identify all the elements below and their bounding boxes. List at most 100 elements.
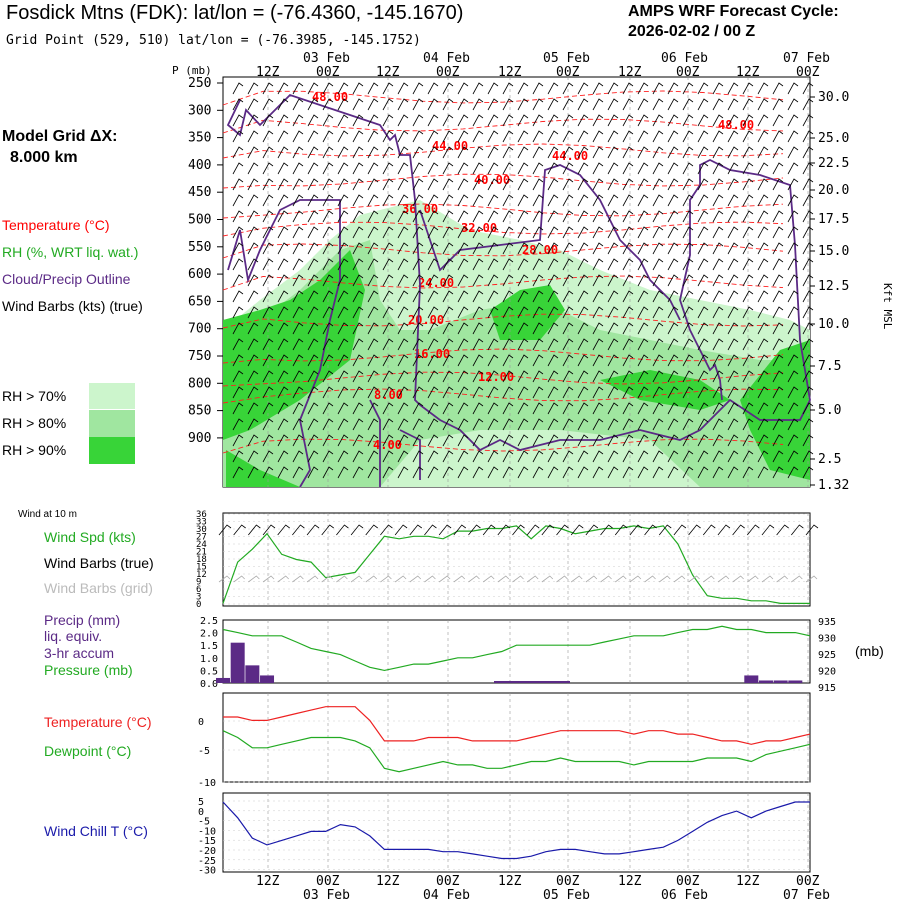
- wind-barb: [697, 386, 709, 399]
- wind-barb: [637, 178, 649, 191]
- wind-barb: [652, 130, 664, 143]
- wind-barb-true: [585, 524, 599, 536]
- wind-barb: [667, 322, 679, 335]
- wind-barb: [607, 466, 619, 479]
- wind-barb-true: [218, 524, 232, 536]
- wind-barb: [802, 386, 814, 399]
- temp-contour-9: [222, 348, 784, 364]
- wind-barb: [787, 162, 799, 175]
- wind-tick-label: 30: [196, 525, 207, 535]
- wind-barb: [247, 98, 259, 111]
- wind-barb: [712, 418, 724, 431]
- wind-barb: [382, 354, 394, 367]
- wind-barb: [307, 178, 319, 191]
- wind-barb: [547, 450, 559, 463]
- wind-barb: [517, 338, 529, 351]
- wind-barb: [697, 434, 709, 447]
- wind-barb: [532, 226, 544, 239]
- wind-barb: [637, 130, 649, 143]
- wind-barb: [742, 338, 754, 351]
- wind-barb: [367, 242, 379, 255]
- wind-barb: [712, 306, 724, 319]
- bottom-hour-label: 12Z: [256, 874, 280, 889]
- wind-barb: [547, 402, 559, 415]
- bottom-hour-label: 00Z: [796, 874, 820, 889]
- model-grid-value: 8.000 km: [10, 149, 78, 166]
- pressure-tick-label: 850: [188, 404, 211, 419]
- wind-barb: [517, 162, 529, 175]
- pressure-tick-label: 450: [188, 185, 211, 200]
- wind-barb: [727, 322, 739, 335]
- wind-barb: [667, 418, 679, 431]
- wind-barb: [247, 370, 259, 383]
- wind-barb: [682, 354, 694, 367]
- wind-barb: [802, 210, 814, 223]
- wind-barb-grid: [262, 575, 275, 583]
- wind-barb: [712, 338, 724, 351]
- wind-barb: [757, 98, 769, 111]
- wind-barb: [757, 354, 769, 367]
- wind-tick-label: 24: [196, 540, 207, 550]
- wind-barb: [262, 258, 274, 271]
- wind-barb: [562, 178, 574, 191]
- wind-barb: [667, 130, 679, 143]
- wind-barb: [277, 258, 289, 271]
- wind-barb: [592, 338, 604, 351]
- wind-barb: [352, 466, 364, 479]
- wind-barb: [772, 162, 784, 175]
- wind-barb: [697, 290, 709, 303]
- wind-barb: [787, 98, 799, 111]
- wind-barb-true: [629, 524, 643, 536]
- wind-barb: [337, 466, 349, 479]
- wind-barb: [637, 338, 649, 351]
- wind-barb: [652, 226, 664, 239]
- top-hour-label: 00Z: [316, 65, 340, 80]
- wind-barb: [712, 258, 724, 271]
- wind-barb: [322, 450, 334, 463]
- wind-barb: [742, 194, 754, 207]
- wind-barb: [382, 306, 394, 319]
- wind-barb: [502, 226, 514, 239]
- wind-barb: [532, 146, 544, 159]
- wind-barb: [562, 354, 574, 367]
- wind-barb: [772, 274, 784, 287]
- temp-contour-label: 12.00: [478, 370, 514, 384]
- windchill-tick-label: -25: [198, 856, 216, 867]
- wind-tick-label: 33: [196, 518, 207, 528]
- wind-barb: [457, 386, 469, 399]
- wind-barb: [322, 370, 334, 383]
- wind-barb: [397, 290, 409, 303]
- wind-barb: [337, 258, 349, 271]
- wind-barb: [352, 130, 364, 143]
- wind-barb: [562, 370, 574, 383]
- wind-barb: [262, 274, 274, 287]
- wind-barb: [262, 114, 274, 127]
- wind-barb: [502, 354, 514, 367]
- wind-barb: [472, 386, 484, 399]
- forecast-cycle-label: AMPS WRF Forecast Cycle:: [628, 3, 839, 20]
- wind-barb: [682, 242, 694, 255]
- wind-barb: [802, 194, 814, 207]
- wind-barb: [652, 418, 664, 431]
- wind-barb: [382, 338, 394, 351]
- wind-barb-true: [673, 524, 687, 536]
- wind-barb-true: [746, 524, 760, 536]
- wind-barb: [307, 306, 319, 319]
- wind-barb: [487, 290, 499, 303]
- wind-barb: [382, 226, 394, 239]
- precip-tick-label: 0.0: [200, 679, 218, 690]
- wind-barb: [517, 290, 529, 303]
- wind-barb: [577, 306, 589, 319]
- wind-barb: [682, 418, 694, 431]
- wind-barb: [667, 226, 679, 239]
- wind-barb-grid: [600, 575, 612, 583]
- wind-barb-grid: [791, 575, 803, 583]
- wind-barb: [592, 242, 604, 255]
- wind-barb-grid: [629, 575, 642, 583]
- wind-barb-grid: [218, 575, 231, 583]
- wind-barb: [637, 226, 649, 239]
- wind-barb: [802, 338, 814, 351]
- wind-barb: [757, 418, 769, 431]
- wind-barb: [367, 338, 379, 351]
- wind-barb: [502, 210, 514, 223]
